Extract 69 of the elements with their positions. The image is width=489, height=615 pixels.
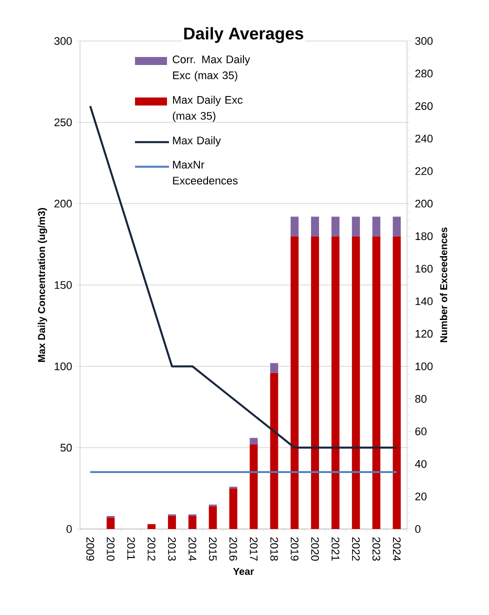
y-tick-label: 0: [66, 525, 72, 533]
x-tick-label: 2021: [332, 537, 340, 561]
x-tick-label: 2013: [168, 537, 176, 561]
bar: [270, 372, 278, 529]
x-tick-label: 2017: [250, 537, 258, 561]
x-tick-label: 2018: [270, 537, 278, 561]
bar: [372, 236, 380, 529]
y2-axis-title: Number of Exceedences: [440, 228, 448, 342]
y2-tick-label: 180: [416, 232, 433, 240]
x-tick-label: 2012: [148, 537, 156, 561]
bar: [188, 516, 196, 529]
y2-tick-label: 120: [416, 330, 433, 338]
y2-tick-label: 280: [415, 70, 433, 78]
bar: [290, 216, 299, 236]
bar: [311, 216, 320, 236]
y2-tick-label: 20: [415, 492, 427, 500]
bar: [290, 236, 299, 529]
y2-tick-label: 300: [415, 37, 433, 45]
x-tick-label: 2020: [311, 537, 319, 561]
legend-label: Corr. Max Daily Exc (max 35): [172, 55, 250, 82]
x-tick-label: 2022: [352, 537, 360, 561]
bar: [250, 438, 258, 444]
legend-label: Max Daily: [173, 136, 221, 146]
x-tick-label: 2015: [208, 537, 217, 561]
y2-tick-label: 140: [416, 297, 433, 306]
bar: [250, 444, 258, 529]
x-tick-label: 2016: [229, 537, 238, 561]
x-tick-label: 2023: [372, 537, 380, 561]
bar: [352, 236, 360, 529]
bar: [392, 236, 401, 529]
bar: [148, 524, 156, 529]
y2-tick-label: 80: [415, 394, 427, 403]
y-tick-label: 150: [54, 281, 72, 289]
bar: [168, 516, 176, 529]
y-tick-label: 300: [54, 37, 72, 45]
legend-label: Max Daily Exc (max 35): [172, 96, 243, 122]
legend-label: MaxNr Exceedences: [173, 160, 238, 184]
bar: [106, 518, 115, 529]
x-axis-title: Year: [233, 568, 254, 575]
y-tick-label: 50: [60, 444, 72, 452]
x-tick-label: 2014: [188, 537, 196, 561]
bar: [331, 236, 340, 529]
x-tick-label: 2011: [127, 537, 135, 560]
y2-tick-label: 0: [415, 525, 420, 533]
y2-tick-label: 220: [415, 167, 433, 176]
bar: [372, 216, 380, 236]
y2-tick-label: 60: [415, 428, 427, 436]
bar: [392, 216, 401, 236]
chart-title: Daily Averages: [184, 27, 304, 43]
bar: [311, 236, 320, 529]
y2-tick-label: 240: [415, 134, 433, 142]
y2-tick-label: 260: [415, 102, 433, 110]
x-tick-label: 2009: [86, 537, 94, 561]
y2-tick-label: 200: [415, 200, 433, 208]
bar: [270, 363, 278, 373]
y-axis-title: Max Daily Concentration (ug/m3): [38, 208, 48, 362]
y-tick-label: 200: [54, 200, 72, 208]
y2-tick-label: 100: [416, 362, 433, 370]
x-tick-label: 2010: [106, 537, 115, 561]
y-tick-label: 100: [54, 362, 72, 370]
bar: [208, 506, 217, 529]
bar: [229, 488, 238, 529]
x-tick-label: 2019: [290, 537, 298, 561]
bar: [331, 216, 340, 236]
y2-tick-label: 40: [415, 460, 427, 468]
x-tick-label: 2024: [392, 537, 401, 561]
y2-tick-label: 160: [416, 264, 433, 273]
y-tick-label: 250: [54, 118, 72, 126]
bar: [352, 216, 360, 236]
